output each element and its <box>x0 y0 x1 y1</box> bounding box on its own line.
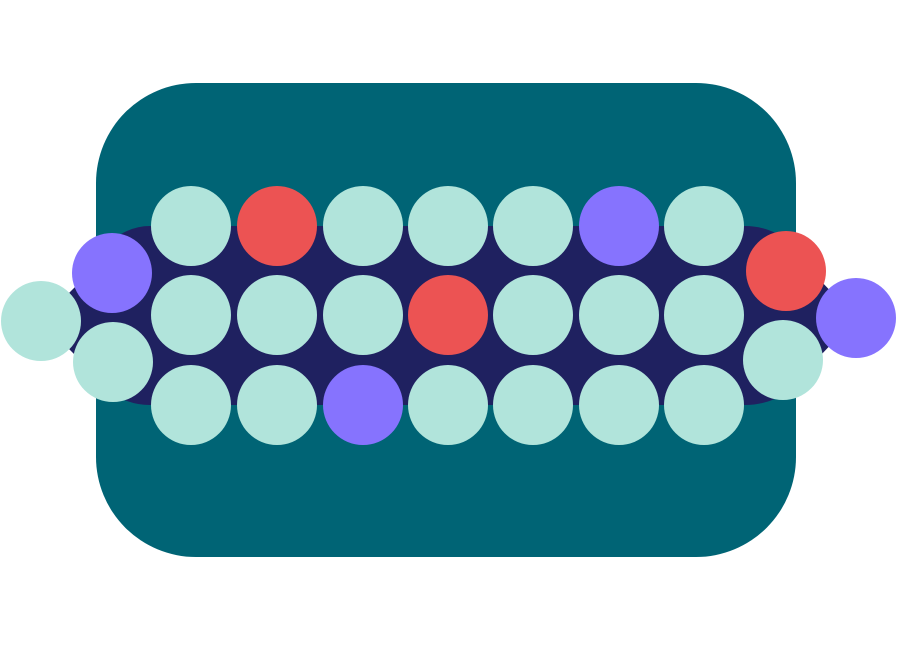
token-top-2-coral <box>237 186 317 266</box>
token-bottom-7-mint <box>664 365 744 445</box>
token-right-end-3-mint <box>743 320 823 400</box>
token-middle-1-mint <box>151 275 231 355</box>
token-middle-2-mint <box>237 275 317 355</box>
token-bottom-3-violet <box>323 365 403 445</box>
token-bottom-2-mint <box>237 365 317 445</box>
token-left-end-1-violet <box>72 233 152 313</box>
token-bottom-1-mint <box>151 365 231 445</box>
token-top-1-mint <box>151 186 231 266</box>
token-right-end-2-violet <box>816 278 896 358</box>
token-top-3-mint <box>323 186 403 266</box>
token-middle-4-coral <box>408 275 488 355</box>
token-middle-6-mint <box>579 275 659 355</box>
token-bottom-5-mint <box>493 365 573 445</box>
tokens-group <box>1 186 896 445</box>
token-middle-5-mint <box>493 275 573 355</box>
token-top-5-mint <box>493 186 573 266</box>
token-top-4-mint <box>408 186 488 266</box>
token-middle-7-mint <box>664 275 744 355</box>
token-top-6-violet <box>579 186 659 266</box>
token-top-7-mint <box>664 186 744 266</box>
token-middle-3-mint <box>323 275 403 355</box>
token-bottom-6-mint <box>579 365 659 445</box>
token-left-end-3-mint <box>73 322 153 402</box>
token-left-end-2-mint <box>1 281 81 361</box>
token-bottom-4-mint <box>408 365 488 445</box>
token-right-end-1-coral <box>746 231 826 311</box>
